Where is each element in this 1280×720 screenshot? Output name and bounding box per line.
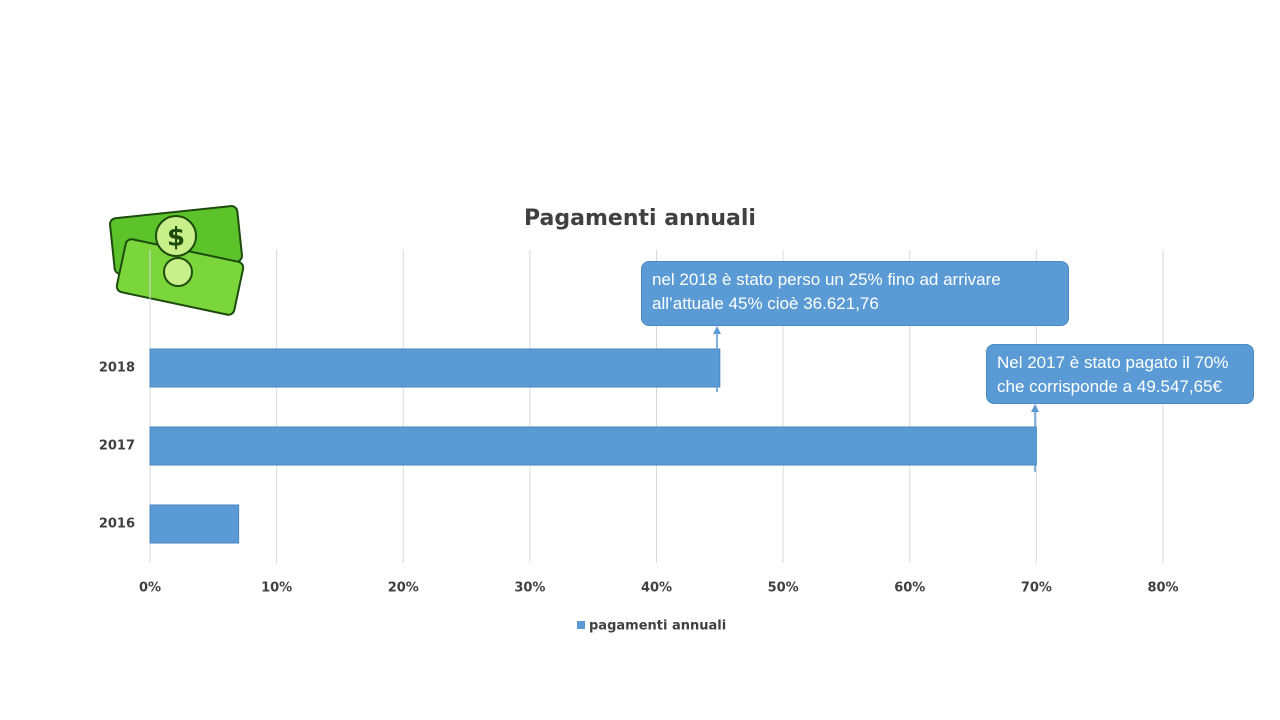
bar <box>149 348 721 388</box>
bar <box>149 426 1037 466</box>
y-tick-label: 2016 <box>99 517 135 532</box>
y-tick-label: 2018 <box>99 361 135 376</box>
y-tick-label: 2017 <box>99 439 135 454</box>
x-tick-label: 0% <box>139 581 161 596</box>
x-tick-label: 50% <box>768 581 799 596</box>
callout-arrowhead <box>713 326 721 334</box>
x-tick-label: 80% <box>1147 581 1178 596</box>
x-tick-label: 30% <box>514 581 545 596</box>
x-tick-label: 70% <box>1021 581 1052 596</box>
bar <box>149 504 240 544</box>
money-icon: $ <box>109 205 245 316</box>
svg-text:$: $ <box>167 223 185 253</box>
callout-arrowhead <box>1031 404 1039 412</box>
x-tick-label: 60% <box>894 581 925 596</box>
legend-swatch <box>577 621 585 629</box>
chart-title: Pagamenti annuali <box>524 206 756 231</box>
legend-label: pagamenti annuali <box>589 619 726 634</box>
annotation: Nel 2017 è stato pagato il 70% che corri… <box>986 344 1254 404</box>
x-tick-label: 20% <box>388 581 419 596</box>
x-tick-label: 40% <box>641 581 672 596</box>
annotation: nel 2018 è stato perso un 25% fino ad ar… <box>641 261 1069 326</box>
x-tick-label: 10% <box>261 581 292 596</box>
